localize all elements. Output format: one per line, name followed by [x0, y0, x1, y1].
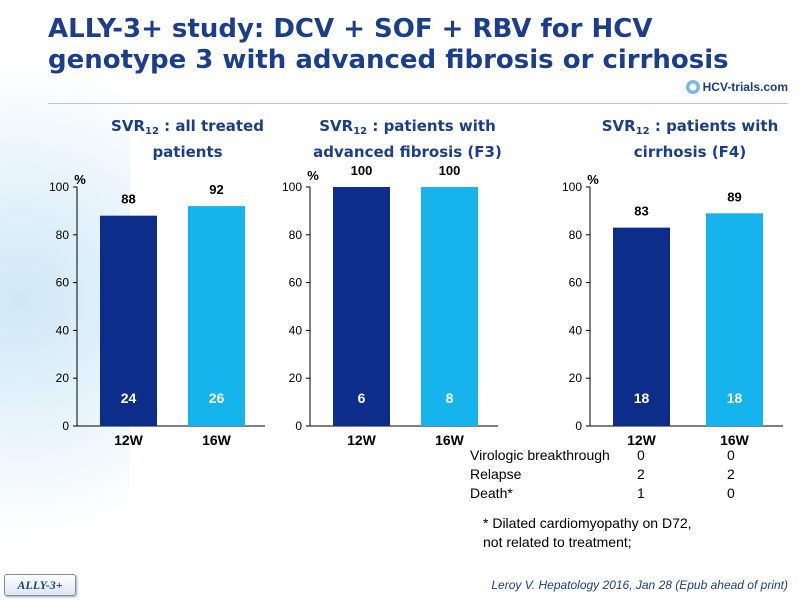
y-tick-label: 80: [569, 228, 583, 242]
y-tick-label: 40: [56, 323, 70, 337]
logo-icon: [685, 80, 700, 94]
outcome-value-12w: 1: [637, 485, 645, 501]
citation: Leroy V. Hepatology 2016, Jan 28 (Epub a…: [491, 578, 788, 592]
y-tick-label: 40: [569, 323, 583, 337]
brand-logo: HCV-trials.com: [678, 76, 788, 98]
bar-n-label: 24: [121, 390, 137, 406]
panel-title-f3: SVR12 : patients with advanced fibrosis …: [300, 116, 515, 163]
outcome-value-16w: 2: [727, 466, 735, 482]
y-tick-label: 60: [569, 276, 583, 290]
panel-title-rest: : patients with: [649, 117, 779, 135]
slide-title-line2: genotype 3 with advanced fibrosis or cir…: [48, 45, 729, 75]
bar-n-label: 18: [727, 390, 743, 406]
panel-title-subscript: 12: [635, 126, 650, 137]
panel-title-all-treated: SVR12 : all treated patients: [100, 116, 275, 163]
bar-value-label: 88: [121, 192, 135, 207]
panel-title-line2: advanced fibrosis (F3): [313, 143, 502, 161]
y-axis-label: %: [587, 172, 599, 187]
y-tick-label: 100: [282, 180, 302, 194]
panel-title-main: SVR: [319, 117, 354, 135]
panel-title-main: SVR: [601, 117, 636, 135]
outcome-row: Relapse 2 2: [470, 466, 770, 485]
slide-title-line1: ALLY-3+ study: DCV + SOF + RBV for HCV: [48, 14, 653, 44]
outcome-value-12w: 2: [637, 466, 645, 482]
outcome-value-16w: 0: [727, 485, 735, 501]
footnote-line1: * Dilated cardiomyopathy on D72,: [483, 515, 692, 531]
panel-title-line2: cirrhosis (F4): [633, 143, 747, 161]
bar-n-label: 26: [209, 390, 225, 406]
bar: [421, 187, 478, 426]
outcome-value-12w: 0: [637, 447, 645, 463]
x-tick-label: 16W: [202, 432, 232, 448]
outcome-label: Relapse: [470, 466, 522, 482]
y-tick-label: 80: [56, 228, 70, 242]
title-divider: [48, 103, 788, 104]
panel-title-main: SVR: [111, 117, 146, 135]
x-tick-label: 12W: [627, 432, 657, 448]
y-tick-label: 100: [562, 180, 582, 194]
y-axis-label: %: [74, 172, 86, 187]
bar-value-label: 92: [209, 182, 223, 197]
bar: [188, 206, 245, 426]
logo-text: HCV-trials.com: [702, 80, 788, 94]
bar: [333, 187, 390, 426]
y-tick-label: 100: [49, 180, 69, 194]
bar: [100, 215, 157, 426]
bar-n-label: 18: [634, 390, 650, 406]
bar-value-label: 89: [727, 189, 741, 204]
study-tag: ALLY-3+: [4, 574, 76, 596]
y-tick-label: 0: [575, 419, 582, 433]
x-tick-label: 12W: [114, 432, 144, 448]
panel-title-subscript: 12: [353, 126, 368, 137]
bar-n-label: 6: [358, 390, 366, 406]
outcomes-table: Virologic breakthrough 0 0 Relapse 2 2 D…: [470, 447, 770, 504]
y-tick-label: 20: [289, 371, 303, 385]
outcome-label: Virologic breakthrough: [470, 447, 610, 463]
panel-title-subscript: 12: [145, 126, 159, 137]
y-tick-label: 60: [56, 276, 70, 290]
footnote: * Dilated cardiomyopathy on D72, not rel…: [483, 514, 783, 552]
bar-value-label: 100: [439, 163, 461, 178]
outcome-row: Virologic breakthrough 0 0: [470, 447, 770, 466]
y-tick-label: 80: [289, 228, 303, 242]
bar: [613, 227, 670, 426]
x-tick-label: 16W: [435, 432, 465, 448]
y-axis-label: %: [307, 168, 319, 183]
y-tick-label: 0: [295, 419, 302, 433]
x-tick-label: 12W: [347, 432, 377, 448]
bar-value-label: 100: [351, 163, 373, 178]
y-tick-label: 20: [56, 371, 70, 385]
y-tick-label: 40: [289, 323, 303, 337]
x-tick-label: 16W: [720, 432, 750, 448]
panel-title-rest: : patients with: [367, 117, 496, 135]
bar-n-label: 8: [446, 390, 454, 406]
footnote-line2: not related to treatment;: [483, 534, 632, 550]
y-tick-label: 60: [289, 276, 303, 290]
outcome-value-16w: 0: [727, 447, 735, 463]
outcome-label: Death*: [470, 485, 513, 501]
y-tick-label: 20: [569, 371, 583, 385]
outcome-row: Death* 1 0: [470, 485, 770, 504]
panel-title-f4: SVR12 : patients with cirrhosis (F4): [590, 116, 790, 163]
slide-title: ALLY-3+ study: DCV + SOF + RBV for HCV g…: [48, 14, 748, 76]
y-tick-label: 0: [62, 419, 69, 433]
bar-value-label: 83: [634, 204, 648, 219]
panel-title-rest: : all treated patients: [152, 117, 264, 161]
bar: [706, 213, 763, 426]
